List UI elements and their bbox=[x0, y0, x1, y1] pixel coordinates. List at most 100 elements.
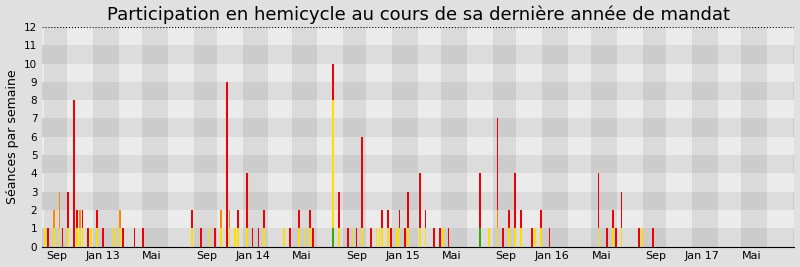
Bar bbox=[62, 228, 63, 247]
Bar bbox=[298, 228, 299, 247]
Bar bbox=[42, 27, 794, 45]
Bar bbox=[42, 137, 794, 155]
Bar bbox=[343, 27, 366, 247]
Bar bbox=[621, 228, 622, 247]
Bar bbox=[44, 228, 46, 247]
Bar bbox=[310, 210, 311, 247]
Bar bbox=[540, 210, 542, 247]
Bar bbox=[497, 119, 498, 247]
Bar bbox=[442, 27, 467, 247]
Bar bbox=[44, 228, 46, 247]
Bar bbox=[370, 228, 372, 247]
Bar bbox=[376, 228, 378, 247]
Bar bbox=[96, 228, 98, 247]
Bar bbox=[508, 210, 510, 247]
Bar bbox=[304, 228, 306, 247]
Bar bbox=[283, 228, 285, 247]
Bar bbox=[333, 100, 334, 247]
Bar bbox=[318, 27, 343, 247]
Bar bbox=[291, 27, 318, 247]
Bar bbox=[53, 210, 54, 228]
Bar bbox=[226, 82, 227, 247]
Bar bbox=[643, 27, 666, 247]
Bar bbox=[238, 210, 239, 247]
Bar bbox=[42, 173, 794, 192]
Bar bbox=[93, 27, 118, 247]
Bar bbox=[66, 27, 93, 247]
Bar bbox=[67, 228, 69, 247]
Bar bbox=[612, 210, 614, 247]
Bar bbox=[119, 228, 121, 247]
Bar bbox=[531, 228, 533, 247]
Bar bbox=[549, 228, 550, 247]
Bar bbox=[502, 228, 504, 247]
Bar bbox=[304, 228, 306, 247]
Bar bbox=[405, 228, 406, 247]
Bar bbox=[591, 27, 617, 247]
Bar bbox=[508, 228, 510, 247]
Y-axis label: Séances par semaine: Séances par semaine bbox=[6, 69, 18, 204]
Bar bbox=[90, 228, 92, 247]
Bar bbox=[310, 228, 311, 247]
Bar bbox=[220, 228, 222, 247]
Bar bbox=[387, 210, 389, 247]
Bar bbox=[312, 228, 314, 247]
Bar bbox=[467, 27, 494, 247]
Bar bbox=[514, 173, 516, 247]
Bar bbox=[376, 228, 378, 247]
Bar bbox=[442, 228, 444, 247]
Bar bbox=[333, 64, 334, 247]
Bar bbox=[53, 228, 54, 247]
Bar bbox=[398, 210, 401, 247]
Bar bbox=[238, 228, 239, 247]
Bar bbox=[333, 228, 334, 247]
Bar bbox=[442, 228, 444, 247]
Bar bbox=[42, 210, 794, 228]
Bar bbox=[142, 228, 144, 247]
Bar bbox=[167, 27, 194, 247]
Bar bbox=[516, 27, 542, 247]
Bar bbox=[122, 228, 124, 247]
Bar bbox=[615, 228, 617, 247]
Bar bbox=[76, 210, 78, 247]
Bar bbox=[263, 228, 265, 247]
Bar bbox=[246, 173, 248, 247]
Bar bbox=[76, 228, 78, 247]
Bar bbox=[378, 228, 380, 247]
Bar bbox=[419, 228, 421, 247]
Bar bbox=[617, 27, 643, 247]
Bar bbox=[390, 228, 392, 247]
Bar bbox=[387, 228, 389, 247]
Bar bbox=[362, 228, 363, 247]
Bar bbox=[534, 228, 536, 247]
Bar bbox=[718, 27, 741, 247]
Bar bbox=[425, 210, 426, 247]
Bar bbox=[479, 228, 481, 247]
Bar bbox=[290, 228, 291, 247]
Bar bbox=[234, 228, 236, 247]
Bar bbox=[520, 210, 522, 247]
Bar bbox=[142, 27, 167, 247]
Bar bbox=[79, 228, 81, 247]
Bar bbox=[398, 228, 401, 247]
Bar bbox=[767, 27, 793, 247]
Bar bbox=[392, 27, 418, 247]
Bar bbox=[692, 27, 718, 247]
Bar bbox=[666, 27, 692, 247]
Bar bbox=[79, 210, 81, 228]
Bar bbox=[191, 228, 193, 247]
Bar bbox=[229, 228, 230, 247]
Bar bbox=[58, 192, 60, 228]
Bar bbox=[194, 27, 217, 247]
Bar bbox=[621, 192, 622, 247]
Bar bbox=[425, 228, 426, 247]
Bar bbox=[42, 100, 794, 119]
Bar bbox=[229, 210, 230, 228]
Bar bbox=[79, 228, 81, 247]
Bar bbox=[514, 228, 516, 247]
Bar bbox=[96, 210, 98, 247]
Bar bbox=[134, 228, 135, 247]
Title: Participation en hemicycle au cours de sa dernière année de mandat: Participation en hemicycle au cours de s… bbox=[107, 6, 730, 24]
Bar bbox=[220, 210, 222, 247]
Bar bbox=[652, 228, 654, 247]
